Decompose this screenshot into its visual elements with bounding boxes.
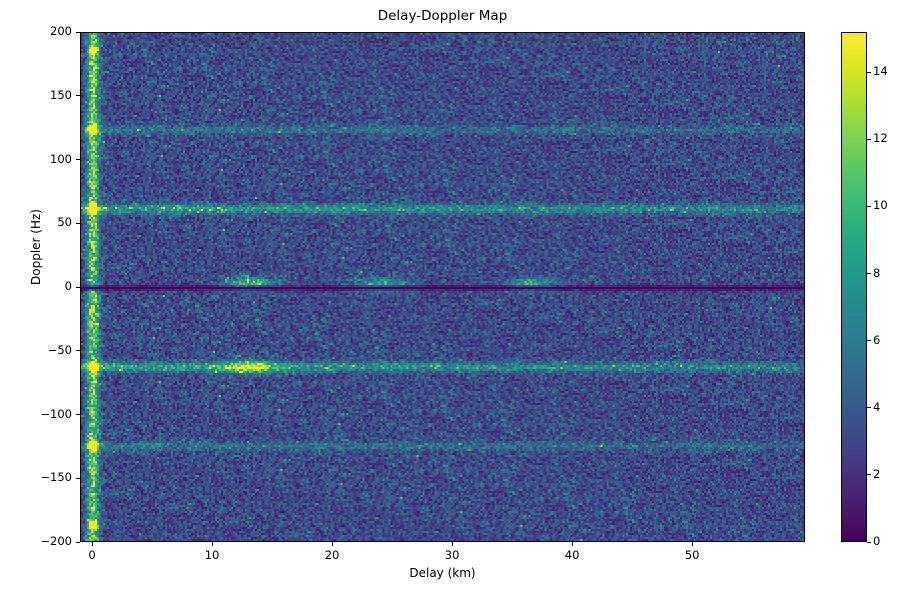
colorbar-axes[interactable] — [841, 32, 867, 542]
delay-doppler-heatmap-axes[interactable] — [80, 32, 805, 542]
y-axis-tick-label: −50 — [47, 342, 72, 357]
colorbar-tick — [867, 340, 871, 342]
colorbar-tick — [867, 273, 871, 275]
x-axis-tick — [331, 542, 333, 546]
y-axis-tick-label: 50 — [57, 215, 72, 230]
y-axis-tick — [76, 477, 80, 479]
x-axis-tick-label: 30 — [444, 548, 460, 562]
y-axis-tick — [76, 350, 80, 352]
colorbar-tick-label: 6 — [873, 332, 881, 347]
y-axis-tick-label: −200 — [40, 534, 72, 548]
y-axis-tick — [76, 222, 80, 224]
colorbar-tick-label: 10 — [873, 198, 888, 213]
y-axis-tick-label: −100 — [40, 406, 72, 421]
x-axis-tick-label: 40 — [564, 548, 580, 562]
colorbar-gradient — [842, 33, 866, 541]
y-axis-tick-label: 200 — [50, 24, 72, 38]
y-axis-tick-label: 150 — [50, 87, 72, 102]
y-axis-tick — [76, 286, 80, 288]
colorbar-tick — [867, 474, 871, 476]
colorbar-tick — [867, 407, 871, 409]
x-axis-tick — [211, 542, 213, 546]
x-axis-tick-label: 10 — [204, 548, 220, 562]
x-axis-tick-label: 0 — [88, 548, 96, 562]
y-axis-tick-label: −150 — [40, 470, 72, 485]
x-axis-tick — [451, 542, 453, 546]
colorbar-tick-label: 12 — [873, 131, 888, 146]
x-axis-tick — [91, 542, 93, 546]
colorbar-tick — [867, 541, 871, 543]
x-axis-tick-label: 20 — [324, 548, 340, 562]
y-axis-tick — [76, 541, 80, 543]
x-axis-label: Delay (km) — [409, 566, 476, 580]
colorbar-tick-label: 0 — [873, 534, 881, 548]
y-axis-label: Doppler (Hz) — [29, 209, 43, 285]
colorbar-tick-label: 14 — [873, 64, 888, 79]
colorbar-tick — [867, 71, 871, 73]
colorbar-tick — [867, 205, 871, 208]
colorbar-tick-label: 2 — [873, 466, 881, 481]
x-axis-tick — [691, 542, 693, 546]
colorbar-tick — [867, 138, 871, 140]
heatmap-image — [81, 33, 804, 541]
y-axis-tick-label: 100 — [50, 151, 72, 166]
y-axis-tick — [76, 159, 80, 161]
x-axis-tick — [571, 542, 573, 546]
y-axis-tick — [76, 31, 80, 33]
x-axis-tick-label: 50 — [684, 548, 700, 562]
colorbar-tick-label: 4 — [873, 399, 881, 414]
y-axis-tick — [76, 95, 80, 97]
page-title: Delay-Doppler Map — [377, 8, 508, 24]
colorbar-tick-label: 8 — [873, 265, 881, 280]
y-axis-tick — [76, 414, 80, 416]
y-axis-tick-label: 0 — [64, 279, 72, 293]
